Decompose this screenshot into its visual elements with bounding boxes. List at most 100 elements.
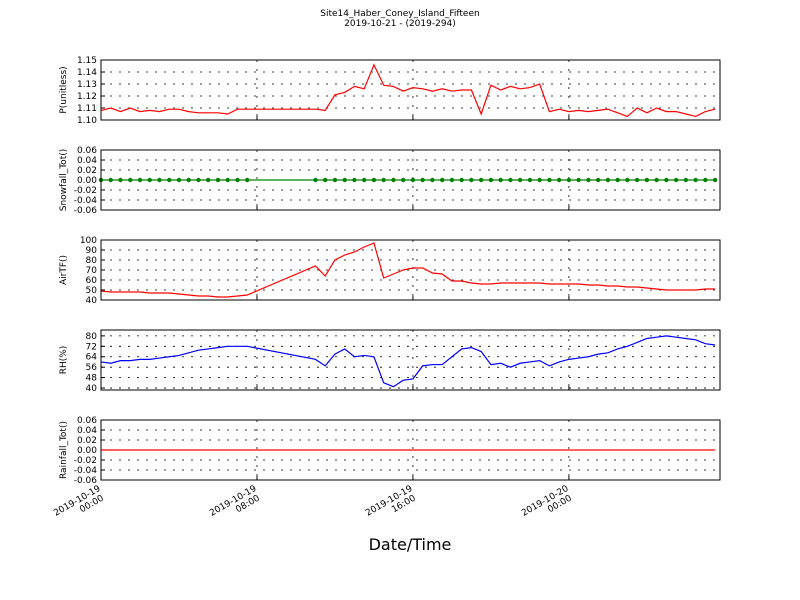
- y-tick-label: 1.11: [77, 104, 97, 114]
- data-point: [459, 177, 464, 183]
- y-tick-label: 70: [86, 266, 98, 276]
- y-tick-label: 90: [86, 246, 98, 256]
- y-tick-label: 100: [80, 236, 97, 246]
- y-tick-label: -0.04: [74, 466, 98, 476]
- data-point: [371, 177, 377, 183]
- title: Site14_Haber_Coney_Island_Fifteen: [320, 9, 479, 19]
- data-point: [332, 177, 338, 183]
- y-tick-label: 1.13: [77, 80, 97, 90]
- y-axis-label: P(unitless): [59, 66, 69, 113]
- data-line: [100, 242, 716, 298]
- y-axis-label: Snowfall_Tot(): [59, 149, 69, 212]
- data-point: [235, 177, 240, 183]
- data-point: [556, 177, 562, 183]
- data-point: [508, 177, 513, 183]
- data-point: [517, 177, 523, 183]
- y-tick-label: 48: [86, 374, 98, 384]
- data-point: [673, 177, 679, 183]
- data-point: [147, 177, 152, 183]
- y-tick-label: 1.10: [77, 116, 97, 126]
- y-tick-label: 72: [86, 342, 97, 352]
- data-point: [469, 177, 474, 183]
- data-point: [576, 177, 581, 183]
- y-tick-label: 0.00: [77, 446, 97, 456]
- y-tick-label: -0.06: [74, 476, 98, 486]
- data-point: [352, 177, 357, 183]
- y-tick-label: 0.06: [77, 416, 97, 426]
- data-point: [225, 177, 230, 183]
- data-point: [176, 177, 182, 183]
- data-point: [342, 177, 347, 183]
- data-line: [100, 63, 716, 118]
- data-point: [128, 177, 133, 183]
- data-point: [420, 177, 425, 183]
- y-tick-label: 60: [86, 276, 98, 286]
- data-point: [118, 177, 123, 183]
- data-point: [400, 177, 406, 183]
- y-tick-label: 50: [86, 286, 98, 296]
- plot-frame: [100, 239, 721, 301]
- data-point: [313, 177, 318, 183]
- y-tick-label: 1.12: [77, 92, 97, 102]
- data-point: [537, 177, 542, 183]
- y-tick-label: 0.04: [77, 156, 97, 166]
- data-point: [693, 177, 698, 183]
- x-tick-label: 2019-10-1908:00: [208, 484, 264, 528]
- data-point: [566, 177, 572, 183]
- data-point: [186, 177, 191, 183]
- data-point: [615, 177, 620, 183]
- data-point: [547, 177, 552, 183]
- data-point: [381, 177, 386, 183]
- data-point: [410, 177, 416, 183]
- x-axis-label: Date/Time: [369, 535, 452, 554]
- data-point: [683, 177, 689, 183]
- data-point: [196, 177, 201, 183]
- data-point: [206, 177, 211, 183]
- data-point: [625, 177, 630, 183]
- data-point: [654, 177, 659, 183]
- data-point: [586, 177, 591, 183]
- x-tick-label: 2019-10-1900:00: [52, 484, 108, 528]
- y-tick-label: 64: [86, 353, 98, 363]
- data-point: [361, 177, 367, 183]
- y-axis-label: AirTF(): [59, 255, 69, 285]
- data-line: [100, 335, 716, 388]
- data-point: [605, 177, 611, 183]
- data-point: [634, 177, 640, 183]
- plot-frame: [100, 419, 721, 481]
- y-tick-label: -0.06: [74, 206, 98, 216]
- y-tick-label: 1.14: [77, 68, 97, 78]
- y-tick-label: -0.02: [74, 186, 97, 196]
- y-tick-label: -0.02: [74, 456, 97, 466]
- y-tick-label: 0.04: [77, 426, 97, 436]
- y-tick-label: 0.06: [77, 146, 97, 156]
- data-point: [245, 177, 250, 183]
- y-tick-label: 80: [86, 332, 98, 342]
- data-point: [137, 177, 143, 183]
- data-point: [430, 177, 435, 183]
- data-point: [703, 177, 708, 183]
- data-point: [595, 177, 601, 183]
- y-tick-label: 80: [86, 256, 98, 266]
- data-point: [323, 177, 328, 183]
- data-point: [478, 177, 484, 183]
- data-point: [712, 177, 718, 183]
- y-tick-label: 40: [86, 384, 98, 394]
- plot-frame: [100, 59, 721, 121]
- x-tick-label: 2019-10-2000:00: [520, 484, 576, 528]
- y-tick-label: -0.04: [74, 196, 98, 206]
- subtitle: 2019-10-21 - (2019-294): [344, 19, 456, 29]
- y-tick-label: 40: [86, 296, 98, 306]
- data-point: [108, 177, 113, 183]
- data-point: [167, 177, 172, 183]
- data-point: [488, 177, 494, 183]
- data-point: [449, 177, 455, 183]
- data-point: [664, 177, 669, 183]
- data-point: [644, 177, 650, 183]
- plot-frame: [100, 329, 721, 391]
- y-tick-label: 0.00: [77, 176, 97, 186]
- data-point: [527, 177, 533, 183]
- y-tick-label: 0.02: [77, 436, 97, 446]
